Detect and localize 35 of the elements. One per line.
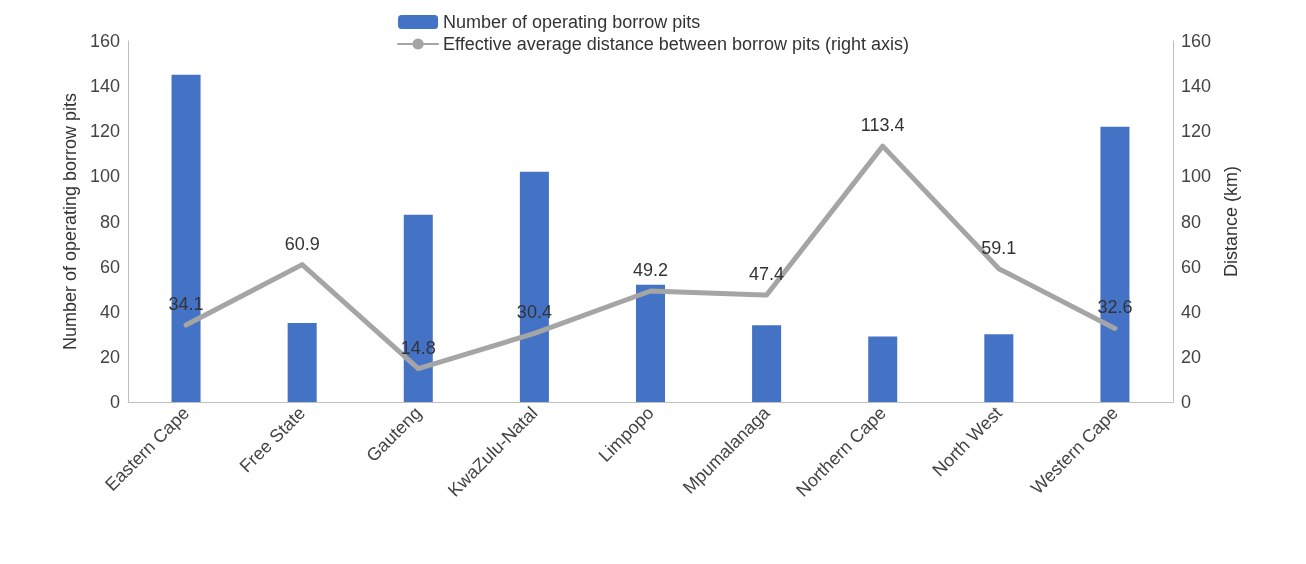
y2-tick-label: 20: [1181, 346, 1202, 367]
y-tick-label: 120: [89, 121, 120, 142]
data-label: 60.9: [284, 233, 320, 254]
y2-tick-label: 160: [1181, 31, 1212, 51]
y-tick-label: 0: [109, 392, 120, 412]
bar: [287, 323, 317, 402]
data-label: 47.4: [749, 264, 785, 285]
y2-tick-label: 0: [1181, 392, 1192, 412]
y-tick-label: 60: [99, 256, 120, 277]
y2-tick-label: 140: [1181, 76, 1212, 97]
bar: [752, 325, 782, 402]
bar: [635, 284, 666, 402]
bar: [984, 334, 1014, 402]
y2-tick-label: 60: [1181, 256, 1202, 277]
y2-tick-label: 40: [1181, 301, 1202, 322]
data-label: 49.2: [632, 259, 669, 280]
bar: [403, 214, 433, 402]
y2-tick-label: 100: [1181, 166, 1212, 187]
legend-label: Number of operating borrow pits: [443, 12, 701, 32]
y-tick-label: 160: [89, 31, 120, 51]
bar: [1100, 126, 1130, 402]
legend-label: Effective average distance between borrow pits (right axis): [443, 34, 909, 54]
data-label: 113.4: [860, 115, 905, 136]
y2-axis-title: Distance (km): [1220, 165, 1241, 278]
y-tick-label: 40: [99, 301, 120, 322]
y-tick-label: 100: [89, 166, 120, 187]
y-tick-label: 140: [89, 76, 120, 97]
data-label: 59.1: [981, 237, 1017, 258]
y2-tick-label: 80: [1181, 211, 1202, 232]
y-axis-title: Number of operating borrow pits: [60, 92, 81, 351]
bar: [171, 74, 201, 402]
y-tick-label: 20: [99, 346, 120, 367]
y-tick-label: 80: [99, 211, 120, 232]
bar: [868, 336, 898, 402]
y2-tick-label: 120: [1181, 121, 1212, 142]
